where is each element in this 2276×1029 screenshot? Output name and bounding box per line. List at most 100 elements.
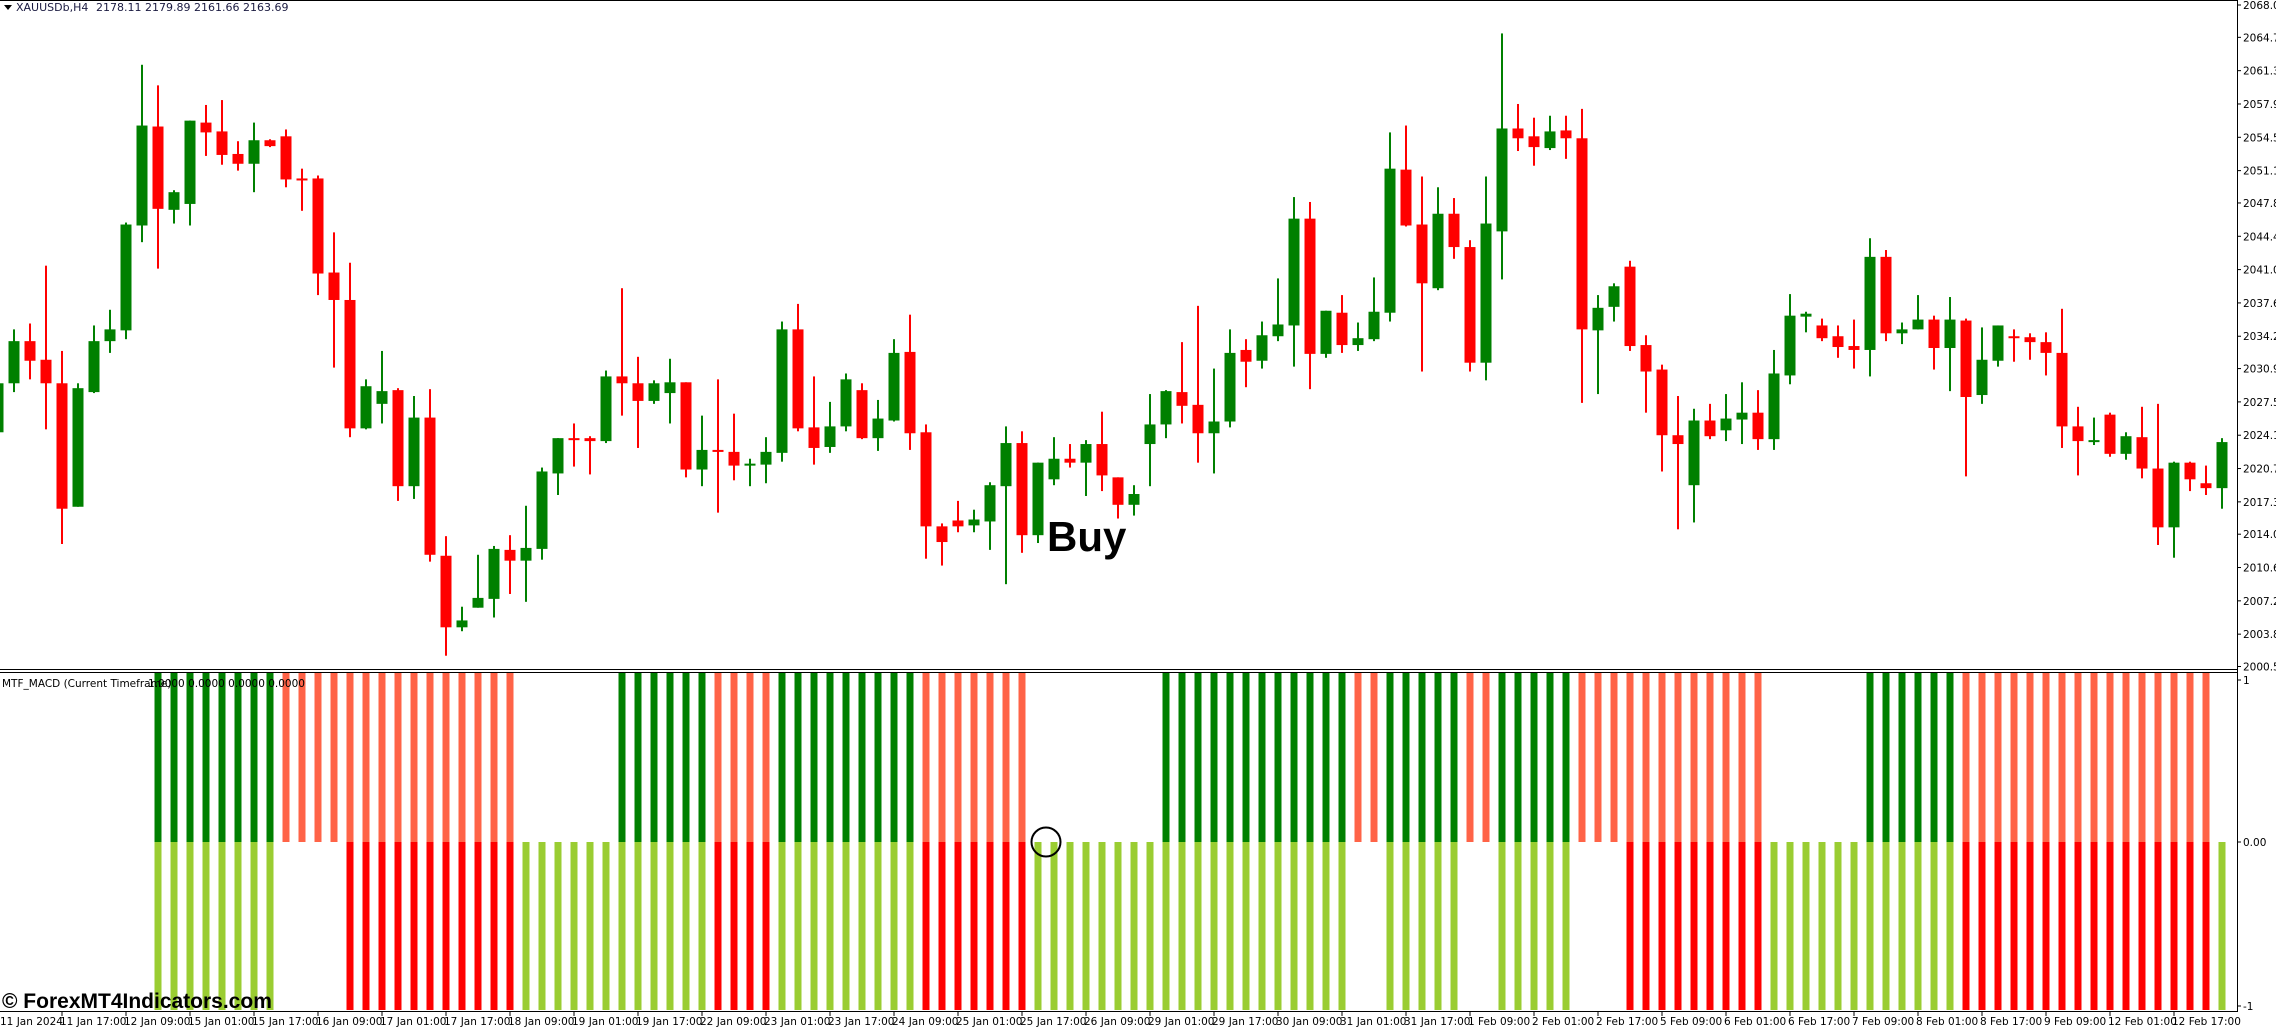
candle-body [1656,369,1668,436]
macd-upper-bar-rising [826,673,834,842]
macd-lower-bar-rising [1210,842,1218,1010]
candle-bearish [1752,390,1764,450]
candle-body [1608,286,1620,307]
candle-body [1368,311,1380,340]
indicator-name: MTF_MACD (Current Timeframe) [2,678,171,690]
macd-upper-bar-rising [1210,673,1218,842]
candle-body [872,418,884,439]
price-label: 2010.60 [2243,563,2276,575]
chart-header: XAUUSDb,H4 2178.11 2179.89 2161.66 2163.… [4,1,288,14]
macd-upper-bar-rising [1274,673,1282,842]
candle-bullish [456,606,468,632]
price-pane[interactable] [0,33,2228,656]
candle-bullish [1944,297,1956,392]
candle-body [696,449,708,470]
candle-body [2168,462,2180,528]
candle-body [712,449,724,452]
macd-lower-bar-rising [890,842,898,1010]
candle-bearish [424,389,436,562]
candle-body [1080,444,1092,463]
candle-wick [1853,319,1855,369]
macd-upper-bar-falling [2106,673,2114,842]
candle-bullish [1080,440,1092,496]
macd-lower-bar-falling [938,842,946,1010]
candle-bearish [328,232,340,368]
macd-lower-bar-rising [202,842,210,1010]
candle-body [2184,462,2196,480]
candle-wick [621,288,623,416]
candle-body [1400,169,1412,226]
macd-lower-bar-rising [186,842,194,1010]
candle-bearish [2024,333,2036,360]
macd-upper-bar-falling [378,673,386,842]
candle-body [168,192,180,210]
candle-bearish [616,288,628,416]
candle-body [1720,418,1732,431]
macd-upper-bar-rising [890,673,898,842]
macd-upper-bar-falling [2170,673,2178,842]
candle-bearish [1016,431,1028,553]
time-label: 12 Feb 17:00 [2172,1016,2241,1028]
candle-bullish [872,399,884,451]
macd-upper-bar-rising [618,673,626,842]
time-label: 15 Jan 17:00 [252,1016,318,1028]
candle-bullish [1032,462,1044,544]
triangle-down-icon[interactable] [4,5,12,10]
macd-upper-bar-falling [1002,673,1010,842]
candle-body [1704,420,1716,437]
candle-bullish [1048,437,1060,486]
macd-lower-bar-rising [842,842,850,1010]
macd-indicator-pane[interactable] [154,673,2226,1010]
macd-lower-bar-falling [2186,842,2194,1010]
macd-upper-bar-falling [1370,673,1378,842]
macd-upper-bar-falling [1482,673,1490,842]
candle-body [360,386,372,429]
macd-upper-bar-rising [1434,673,1442,842]
candle-body [1384,168,1396,313]
macd-upper-bar-rising [1242,673,1250,842]
macd-upper-bar-rising [266,673,274,842]
macd-lower-bar-falling [490,842,498,1010]
candle-bullish [1768,349,1780,450]
macd-lower-bar-rising [1946,842,1954,1010]
candle-bearish [2072,406,2084,476]
candle-bullish [1256,321,1268,369]
candle-body [2120,436,2132,454]
macd-upper-bar-rising [1562,673,1570,842]
macd-upper-bar-rising [1290,673,1298,842]
macd-lower-bar-rising [1338,842,1346,1010]
time-label: 2 Feb 01:00 [1532,1016,1594,1028]
macd-lower-bar-falling [954,842,962,1010]
candle-body [440,555,452,628]
price-label: 2014.00 [2243,529,2276,541]
candle-body [1304,218,1316,354]
macd-upper-bar-rising [1450,673,1458,842]
macd-upper-bar-falling [954,673,962,842]
macd-lower-bar-falling [986,842,994,1010]
macd-lower-bar-rising [698,842,706,1010]
time-label: 5 Feb 09:00 [1660,1016,1722,1028]
macd-lower-bar-falling [362,842,370,1010]
candle-body [1816,325,1828,339]
candle-bullish [1544,115,1556,151]
candle-body [1976,359,1988,396]
macd-lower-bar-rising [266,842,274,1010]
macd-lower-bar-falling [506,842,514,1010]
macd-upper-bar-rising [1898,673,1906,842]
macd-upper-bar-falling [1642,673,1650,842]
candle-bearish [344,262,356,438]
price-label: 2020.70 [2243,464,2276,476]
candle-body [600,376,612,442]
macd-lower-bar-rising [794,842,802,1010]
candle-body [1592,307,1604,331]
candle-bearish [1656,364,1668,472]
macd-lower-bar-falling [1674,842,1682,1010]
candle-body [1464,247,1476,363]
candle-wick [1213,368,1215,474]
time-label: 29 Jan 01:00 [1148,1016,1214,1028]
candle-body [8,341,20,384]
macd-upper-bar-rising [874,673,882,842]
candle-bullish [1864,238,1876,377]
price-label: 2017.30 [2243,497,2276,509]
